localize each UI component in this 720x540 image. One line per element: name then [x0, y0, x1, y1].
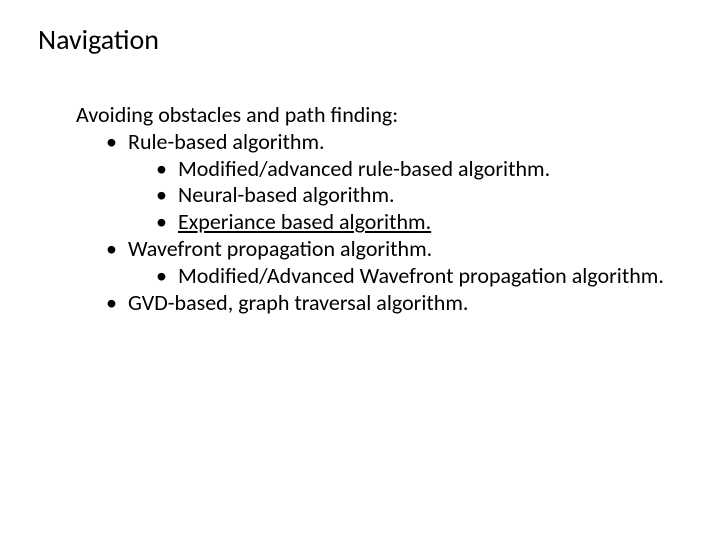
- bullet-text: GVD-based, graph traversal algorithm.: [128, 290, 666, 317]
- bullet-icon: •: [156, 263, 178, 290]
- bullet-text: Modified/Advanced Wavefront propagation …: [178, 263, 666, 290]
- bullet-text: Wavefront propagation algorithm.: [128, 236, 666, 263]
- slide: Navigation Avoiding obstacles and path f…: [0, 0, 720, 540]
- bullet-icon: •: [106, 236, 128, 263]
- bullet-text: Rule-based algorithm.: [128, 129, 666, 156]
- bullet-text: Neural-based algorithm.: [178, 182, 666, 209]
- intro-text: Avoiding obstacles and path finding:: [76, 102, 666, 129]
- intro-line: Avoiding obstacles and path finding:: [76, 102, 666, 129]
- bullet-rule-mod: • Modified/advanced rule-based algorithm…: [76, 156, 666, 183]
- bullet-link-experience[interactable]: Experiance based algorithm.: [178, 209, 666, 236]
- bullet-wavefront: • Wavefront propagation algorithm.: [76, 236, 666, 263]
- bullet-icon: •: [106, 290, 128, 317]
- bullet-wave-mod: • Modified/Advanced Wavefront propagatio…: [76, 263, 666, 290]
- slide-title: Navigation: [38, 22, 159, 57]
- bullet-icon: •: [106, 129, 128, 156]
- bullet-neural: • Neural-based algorithm.: [76, 182, 666, 209]
- bullet-icon: •: [156, 182, 178, 209]
- slide-body: Avoiding obstacles and path finding: • R…: [76, 102, 666, 317]
- bullet-icon: •: [156, 156, 178, 183]
- bullet-gvd: • GVD-based, graph traversal algorithm.: [76, 290, 666, 317]
- bullet-rule: • Rule-based algorithm.: [76, 129, 666, 156]
- bullet-experience: • Experiance based algorithm.: [76, 209, 666, 236]
- bullet-text: Modified/advanced rule-based algorithm.: [178, 156, 666, 183]
- bullet-icon: •: [156, 209, 178, 236]
